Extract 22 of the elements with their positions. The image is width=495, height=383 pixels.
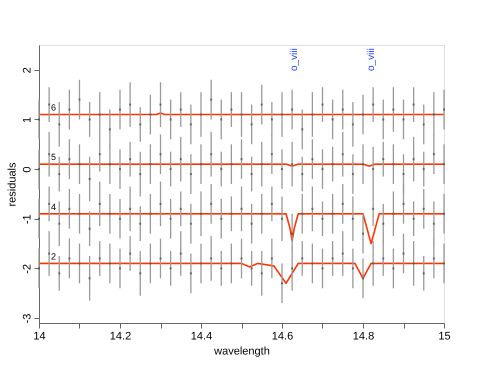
- x-axis-title: wavelength: [213, 346, 270, 358]
- y-tick-label: 1: [22, 116, 34, 124]
- series-label: 5: [51, 152, 56, 162]
- y-tick-label: -1: [22, 214, 34, 224]
- x-tick-label: 15: [438, 330, 451, 342]
- x-tick-label: 14.8: [352, 330, 374, 342]
- annotation: o_viii: [366, 48, 377, 71]
- series-label: 2: [51, 251, 56, 262]
- line-series: [38, 262, 445, 284]
- y-tick-label: 2: [22, 67, 34, 74]
- y-tick-label: -2: [22, 264, 34, 274]
- x-tick-label: 14.2: [110, 330, 132, 342]
- x-tick-label: 14.4: [190, 330, 212, 342]
- series-label: 6: [51, 102, 56, 112]
- x-tick-label: 14.6: [272, 330, 294, 342]
- y-tick-label: 0: [22, 166, 34, 173]
- x-tick-label: 14: [33, 330, 46, 342]
- line-series: [38, 212, 445, 244]
- annotation: o_viii: [289, 48, 300, 71]
- y-tick-label: -3: [22, 314, 34, 324]
- y-axis-title: residuals: [6, 162, 18, 207]
- series-label: 4: [51, 202, 56, 212]
